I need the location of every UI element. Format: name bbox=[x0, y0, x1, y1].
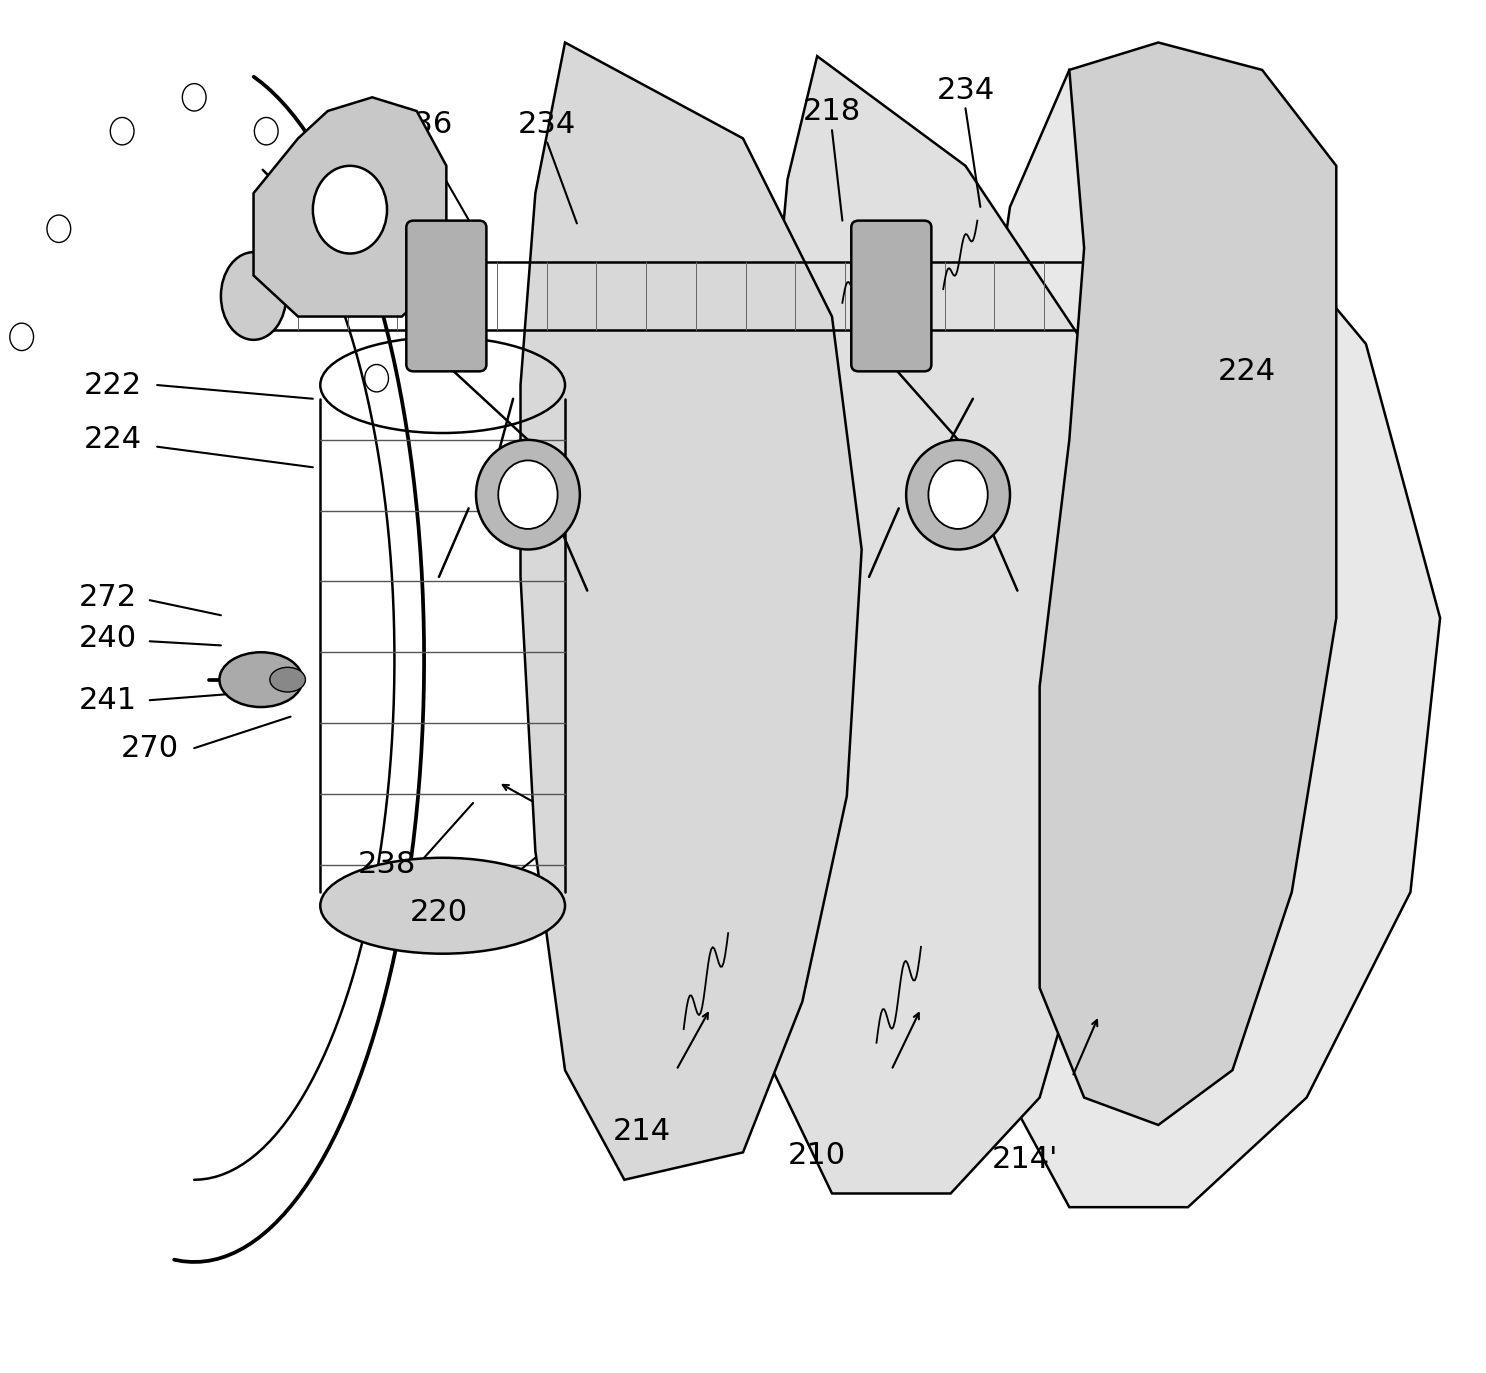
Text: 222: 222 bbox=[83, 371, 141, 400]
Ellipse shape bbox=[1150, 244, 1224, 347]
FancyBboxPatch shape bbox=[851, 221, 932, 371]
Polygon shape bbox=[966, 70, 1440, 1207]
Text: 234: 234 bbox=[519, 110, 577, 139]
FancyBboxPatch shape bbox=[406, 221, 486, 371]
Ellipse shape bbox=[476, 439, 580, 549]
Text: 218: 218 bbox=[802, 96, 860, 125]
Text: 210: 210 bbox=[788, 1141, 846, 1170]
Text: 220: 220 bbox=[410, 898, 468, 927]
Ellipse shape bbox=[929, 460, 988, 529]
Text: 224: 224 bbox=[1219, 357, 1276, 386]
Text: 234: 234 bbox=[936, 76, 994, 104]
Text: 214': 214' bbox=[991, 1145, 1058, 1174]
Text: 272: 272 bbox=[79, 584, 137, 612]
Ellipse shape bbox=[270, 667, 306, 692]
Text: 238: 238 bbox=[358, 850, 416, 879]
Ellipse shape bbox=[321, 858, 565, 954]
Text: 236: 236 bbox=[395, 110, 453, 139]
Polygon shape bbox=[520, 43, 862, 1179]
Polygon shape bbox=[254, 97, 446, 317]
Ellipse shape bbox=[220, 652, 303, 707]
Polygon shape bbox=[743, 56, 1129, 1193]
Ellipse shape bbox=[498, 460, 557, 529]
Polygon shape bbox=[1040, 43, 1336, 1124]
Text: 241: 241 bbox=[79, 685, 137, 715]
Text: 270: 270 bbox=[120, 733, 178, 762]
Ellipse shape bbox=[314, 166, 386, 254]
Ellipse shape bbox=[906, 439, 1010, 549]
Ellipse shape bbox=[221, 253, 287, 341]
Text: 240: 240 bbox=[79, 625, 137, 654]
Text: 224: 224 bbox=[83, 426, 141, 454]
Text: 214: 214 bbox=[614, 1118, 672, 1146]
